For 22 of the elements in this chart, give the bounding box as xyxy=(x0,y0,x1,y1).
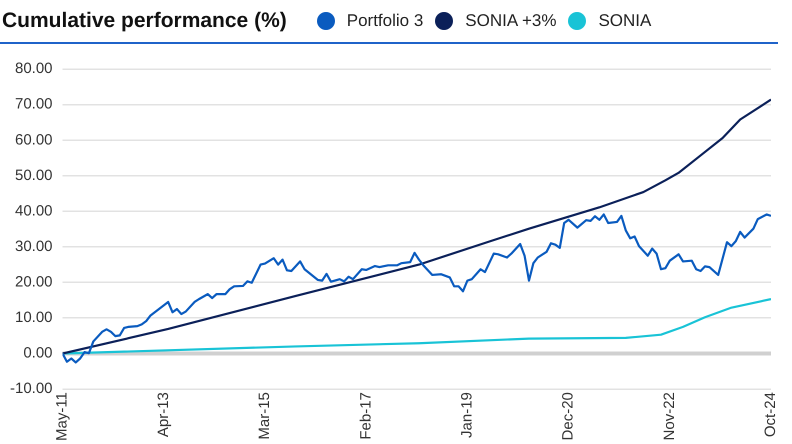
x-tick-label: Feb-17 xyxy=(357,392,374,440)
y-tick-label: 0.00 xyxy=(23,344,53,362)
legend-label: SONIA xyxy=(598,11,652,31)
x-tick-label: Oct-24 xyxy=(762,392,780,438)
y-tick-label: 40.00 xyxy=(14,202,53,220)
x-tick-label: Nov-22 xyxy=(660,392,678,440)
y-tick-label: 70.00 xyxy=(14,96,53,113)
x-tick-label: Dec-20 xyxy=(560,392,577,440)
y-tick-label: 80.00 xyxy=(14,60,53,78)
legend-label: Portfolio 3 xyxy=(346,11,424,31)
x-tick-label: Apr-13 xyxy=(154,392,172,438)
y-tick-label: -10.00 xyxy=(10,380,53,398)
y-tick-label: 30.00 xyxy=(14,238,53,255)
legend-label: SONIA +3% xyxy=(465,11,556,31)
chart-title: Cumulative performance (%) xyxy=(2,9,287,33)
y-tick-label: 60.00 xyxy=(14,131,53,148)
x-tick-label: May-11 xyxy=(54,392,71,441)
y-tick-label: 20.00 xyxy=(14,274,53,291)
x-tick-label: Mar-15 xyxy=(256,392,274,440)
y-tick-label: 10.00 xyxy=(14,309,53,326)
y-tick-label: 50.00 xyxy=(14,166,53,184)
x-tick-label: Jan-19 xyxy=(458,392,476,438)
